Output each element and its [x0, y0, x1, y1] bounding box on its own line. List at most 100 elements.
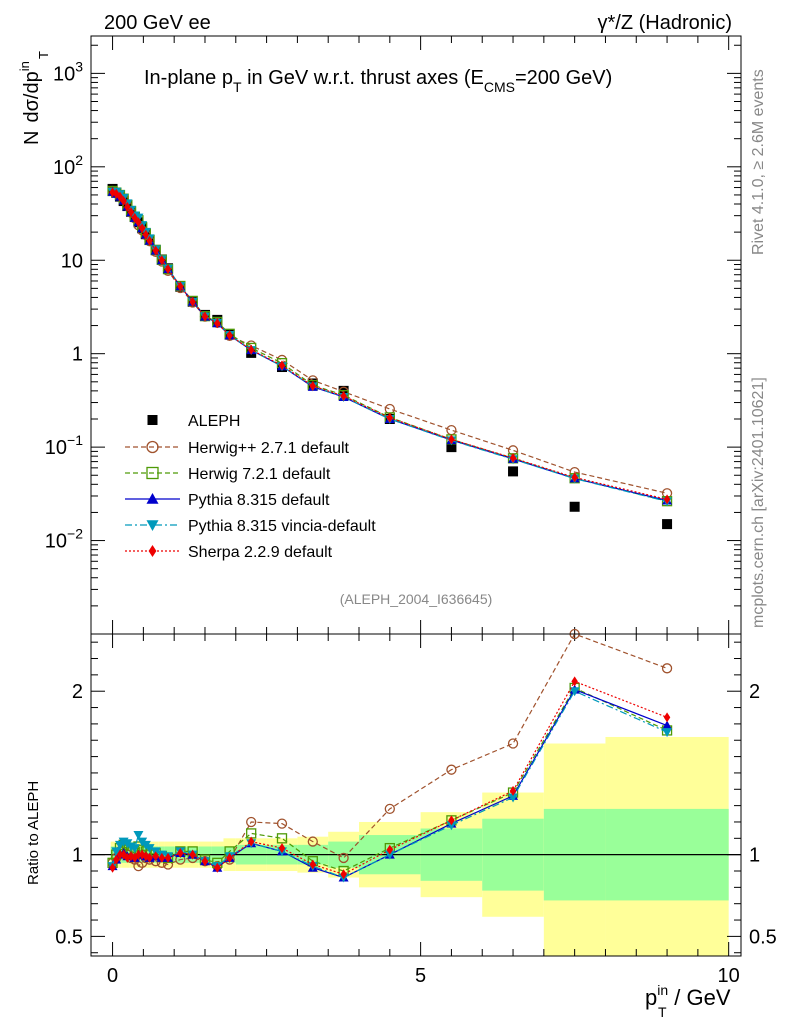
y-tick-base: 10	[45, 531, 67, 553]
series-point-ratio	[135, 849, 142, 860]
legend-marker	[146, 493, 159, 504]
y-label-n: N	[21, 131, 43, 145]
series-point-main	[571, 472, 578, 483]
series-point-main	[214, 318, 221, 329]
series-point-main	[509, 453, 517, 464]
series-point-ratio	[569, 687, 580, 697]
legend-marker	[148, 545, 157, 557]
y-tick-label: 103	[53, 58, 83, 85]
series-point-ratio	[309, 859, 317, 870]
series-point-ratio	[384, 803, 395, 815]
series-point-main	[152, 245, 159, 256]
series-point-main	[663, 494, 671, 505]
series-point-ratio	[152, 851, 159, 862]
y-tick-label: 10−1	[45, 432, 83, 459]
ratio-tick-label: 2	[72, 681, 83, 703]
data-point-aleph	[508, 466, 519, 477]
legend-label: ALEPH	[188, 413, 240, 430]
y-tick-label: 10−2	[45, 526, 83, 553]
title-part-c: =200 GeV)	[515, 67, 612, 89]
series-point-ratio	[307, 836, 318, 847]
series-line-main	[112, 191, 668, 500]
legend-label: Sherpa 2.2.9 default	[188, 544, 333, 561]
series-point-main	[120, 196, 127, 207]
series-point-ratio	[146, 852, 153, 863]
series-point-ratio	[129, 844, 140, 854]
series-point-ratio	[662, 728, 673, 738]
series-point-ratio	[338, 852, 349, 864]
series-point-ratio	[509, 785, 517, 796]
series-point-main	[448, 434, 455, 445]
series-point-main	[189, 296, 196, 307]
data-point-aleph	[569, 501, 580, 512]
series-point-ratio	[113, 854, 120, 865]
ratio-tick-label-right: 2	[749, 681, 760, 703]
ratio-tick-label-right: 0.5	[749, 926, 777, 948]
series-point-ratio	[111, 847, 122, 857]
series-point-ratio	[144, 844, 155, 854]
rivet-label: Rivet 4.1.0, ≥ 2.6M events	[750, 69, 767, 255]
series-point-main	[158, 255, 166, 266]
series-point-main	[201, 311, 209, 322]
ratio-y-label: Ratio to ALEPH	[25, 781, 42, 885]
y-tick-exponent: 3	[75, 58, 83, 74]
series-point-ratio	[133, 831, 144, 841]
x-label-sup: in	[657, 982, 668, 998]
data-point-aleph	[446, 442, 457, 453]
title-part-a-sub: T	[233, 79, 242, 95]
series-point-ratio	[214, 862, 221, 873]
series-point-main	[384, 403, 395, 415]
series-point-ratio	[189, 849, 196, 860]
data-point-aleph	[662, 519, 673, 530]
x-tick-label: 5	[415, 965, 426, 987]
series-point-ratio	[448, 815, 455, 826]
series-line-main	[112, 191, 668, 502]
ratio-tick-label: 0.5	[55, 926, 83, 948]
header-right: γ*/Z (Hadronic)	[598, 12, 732, 34]
ratio-ticks: 0.5 0.5 1 1 2 2 0 5 10	[55, 634, 777, 987]
x-label-main: p	[645, 985, 657, 1010]
mcplots-label: mcplots.cern.ch [arXiv:2401.10621]	[750, 377, 767, 628]
series-point-main	[138, 223, 146, 234]
ratio-tick-label-right: 1	[749, 845, 760, 867]
series-point-ratio	[177, 848, 184, 859]
ratio-frame	[90, 633, 742, 957]
y-tick-exponent: 2	[75, 152, 83, 168]
y-label-sup: in	[17, 61, 32, 71]
legend-label: Herwig++ 2.7.1 default	[188, 440, 350, 457]
series-point-main	[127, 207, 135, 218]
svg-text:Ndσ/dpin: Ndσ/dpin	[17, 61, 43, 145]
series-point-ratio	[386, 844, 394, 855]
y-tick-label: 10	[61, 250, 83, 272]
y-tick-base: 10	[53, 63, 75, 85]
title-part-b: in GeV w.r.t. thrust axes (E	[242, 67, 484, 89]
main-series	[107, 185, 673, 507]
series-point-ratio	[661, 663, 673, 674]
ratio-series	[107, 628, 673, 883]
title-part-a: In-plane p	[144, 67, 233, 89]
series-point-ratio	[276, 818, 288, 829]
y-tick-label: 102	[53, 152, 83, 179]
y-tick-base: 10	[45, 437, 67, 459]
series-point-main	[164, 264, 172, 275]
series-point-main	[340, 391, 347, 402]
series-point-ratio	[507, 738, 519, 749]
legend-label: Herwig 7.2.1 default	[188, 466, 331, 483]
series-point-ratio	[116, 849, 124, 860]
series-point-ratio	[662, 720, 673, 730]
analysis-tag: (ALEPH_2004_I636645)	[340, 591, 493, 607]
series-point-main	[146, 235, 153, 246]
legend-marker	[146, 440, 159, 454]
svg-text:pin / GeV: pin / GeV	[645, 982, 731, 1010]
series-point-ratio	[571, 676, 578, 687]
series-point-main	[135, 217, 142, 228]
series-point-ratio	[164, 852, 172, 863]
series-point-main	[142, 229, 150, 240]
series-point-main	[177, 281, 184, 292]
series-point-ratio	[201, 856, 209, 867]
series-point-main	[124, 201, 131, 212]
series-point-main	[116, 191, 124, 202]
x-tick-label: 0	[107, 965, 118, 987]
